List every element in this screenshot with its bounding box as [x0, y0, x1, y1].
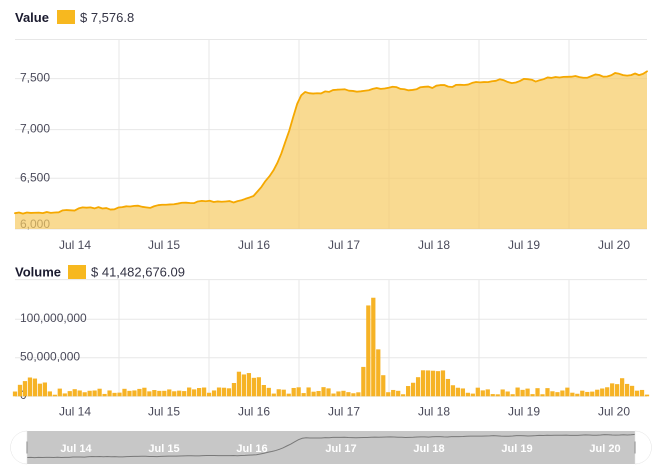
svg-text:Jul 16: Jul 16	[238, 405, 270, 419]
svg-text:Jul 16: Jul 16	[238, 238, 270, 252]
svg-text:Jul 20: Jul 20	[598, 238, 630, 252]
svg-text:Jul 14: Jul 14	[59, 238, 91, 252]
svg-text:7,000: 7,000	[20, 122, 50, 136]
svg-text:Jul 17: Jul 17	[328, 238, 360, 252]
svg-text:Jul 19: Jul 19	[501, 443, 532, 455]
svg-text:100,000,000: 100,000,000	[20, 311, 87, 325]
svg-text:Jul 15: Jul 15	[148, 405, 180, 419]
svg-text:Jul 18: Jul 18	[418, 405, 450, 419]
svg-text:7,500: 7,500	[20, 71, 50, 85]
svg-text:Jul 18: Jul 18	[418, 238, 450, 252]
svg-text:$ 7,576.8: $ 7,576.8	[80, 10, 134, 25]
svg-text:Volume: Volume	[15, 265, 61, 280]
svg-text:Jul 19: Jul 19	[508, 405, 540, 419]
svg-text:Jul 19: Jul 19	[508, 238, 540, 252]
svg-text:6,500: 6,500	[20, 170, 50, 184]
svg-text:$ 41,482,676.09: $ 41,482,676.09	[91, 265, 185, 280]
svg-text:Jul 15: Jul 15	[148, 238, 180, 252]
svg-text:Jul 20: Jul 20	[598, 405, 630, 419]
svg-text:Jul 18: Jul 18	[413, 443, 444, 455]
svg-text:Jul 16: Jul 16	[236, 443, 267, 455]
svg-text:Jul 20: Jul 20	[589, 443, 620, 455]
svg-text:50,000,000: 50,000,000	[20, 350, 80, 364]
svg-text:Jul 15: Jul 15	[148, 443, 179, 455]
svg-text:Value: Value	[15, 10, 49, 25]
svg-text:Jul 17: Jul 17	[328, 405, 360, 419]
svg-text:Jul 14: Jul 14	[59, 405, 91, 419]
svg-text:Jul 14: Jul 14	[60, 443, 92, 455]
svg-text:Jul 17: Jul 17	[325, 443, 356, 455]
